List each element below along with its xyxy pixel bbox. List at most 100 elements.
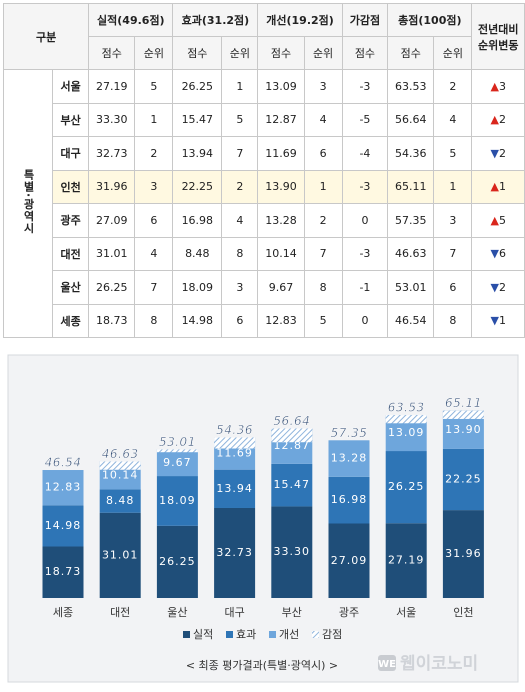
segment-label: 13.09 — [388, 426, 425, 439]
cell: 6 — [433, 270, 473, 305]
watermark: 웹이코노미 — [400, 654, 478, 674]
change-rank: 1 — [498, 180, 506, 194]
subheader-cell: 순위 — [221, 36, 259, 70]
segment-label: 26.25 — [159, 555, 196, 568]
header-row: 구분 실적(49.6점) 효과(31.2점) 개선(19.2점) 가감점 총점(100점)… — [2, 3, 525, 70]
region-name: 인천 — [51, 169, 90, 204]
cell: 26.25 — [88, 270, 136, 305]
segment-label: 18.09 — [159, 494, 196, 507]
change-cell: ▲5 — [471, 203, 525, 238]
total-label: 54.36 — [216, 423, 253, 437]
subheader-cell: 순위 — [303, 36, 343, 70]
cell: 12.87 — [257, 102, 305, 137]
bar-segment — [42, 470, 84, 506]
cell: 5 — [134, 69, 174, 104]
chart: < 최종 평가결과(특별·광역시) > WE 웹이코노미 18.73 14.98 1… — [7, 354, 519, 683]
chart-panel — [7, 354, 519, 683]
segment-label: 31.96 — [445, 547, 482, 560]
cell: 0 — [341, 203, 389, 238]
total-label: 57.35 — [331, 426, 368, 440]
cell: 4 — [433, 102, 473, 137]
header-cell: 구분 — [2, 3, 90, 70]
change-cell: ▼2 — [471, 270, 525, 305]
header-cell: 가감점 — [341, 3, 389, 37]
cell: 6 — [303, 136, 343, 171]
bar-segment — [328, 476, 370, 524]
cell: 1 — [303, 169, 343, 204]
segment-label: 12.83 — [45, 481, 82, 494]
cell: 6 — [134, 203, 174, 238]
bar-segment — [99, 512, 141, 598]
data-row: 부산 33.30 1 15.47 5 12.87 4 -5 56.64 4 ▲2 — [4, 102, 525, 137]
segment-label: 9.67 — [163, 456, 192, 469]
region-name: 대전 — [51, 236, 90, 271]
segment-label: 13.28 — [331, 452, 368, 465]
change-mark: ▲ — [490, 113, 499, 127]
cell: 14.98 — [172, 303, 223, 338]
segment-label: 27.19 — [388, 554, 425, 567]
change-mark: ▲ — [490, 180, 499, 194]
segment-label: 10.14 — [102, 468, 139, 481]
bar-segment — [271, 506, 313, 598]
cell: 11.69 — [257, 136, 305, 171]
cell: 15.47 — [172, 102, 223, 137]
region-name: 부산 — [51, 102, 90, 137]
cell: 46.63 — [387, 236, 435, 271]
group-cell: 특별·광역시 — [3, 69, 53, 338]
header-cell: 실적(49.6점) — [88, 3, 174, 37]
change-mark: ▼ — [490, 314, 499, 328]
cell: 31.96 — [88, 169, 136, 204]
region-name: 광주 — [51, 203, 90, 238]
segment-label: 26.25 — [388, 480, 425, 493]
subheader-cell: 순위 — [134, 36, 174, 70]
cell: 32.73 — [88, 136, 136, 171]
cell: -4 — [341, 136, 389, 171]
change-mark: ▼ — [490, 247, 499, 261]
bar-segment — [214, 507, 256, 598]
legend-swatch — [312, 631, 319, 638]
change-rank: 2 — [498, 146, 506, 160]
total-label: 46.63 — [102, 447, 139, 461]
deduction-segment — [99, 461, 141, 470]
cell: 26.25 — [172, 69, 223, 104]
cell: 7 — [221, 136, 259, 171]
cell: 31.01 — [88, 236, 136, 271]
cell: 2 — [134, 136, 174, 171]
cell: 7 — [303, 236, 343, 271]
subheader-cell: 점수 — [387, 36, 435, 70]
bar-segment — [99, 489, 141, 513]
header-cell: 효과(31.2점) — [172, 3, 259, 37]
cell: 6 — [221, 303, 259, 338]
segment-label: 31.01 — [102, 548, 139, 561]
bar-segment — [156, 476, 198, 526]
legend-swatch — [226, 631, 233, 638]
x-tick-label: 울산 — [167, 606, 187, 619]
cell: 63.53 — [387, 69, 435, 104]
header-line: 전년대비 — [477, 22, 519, 36]
deduction-segment — [385, 415, 427, 424]
data-row: 광주 27.09 6 16.98 4 13.28 2 0 57.35 3 ▲5 — [4, 203, 525, 238]
deduction-segment — [271, 428, 313, 443]
cell: 18.73 — [88, 303, 136, 338]
cell: 0 — [341, 303, 389, 338]
subheader-cell: 순위 — [433, 36, 473, 70]
watermark-logo: WE — [378, 659, 396, 670]
subheader-cell: 점수 — [257, 36, 305, 70]
cell: 54.36 — [387, 136, 435, 171]
cell: -3 — [341, 169, 389, 204]
change-rank: 6 — [498, 247, 506, 261]
segment-label: 12.87 — [274, 439, 311, 452]
cell: 8.48 — [172, 236, 223, 271]
bar-segment — [385, 451, 427, 524]
header-line: 순위변동 — [477, 38, 519, 52]
legend-swatch — [183, 631, 190, 638]
cell: 3 — [303, 69, 343, 104]
segment-label: 16.98 — [331, 493, 368, 506]
bar-segment — [214, 469, 256, 508]
x-tick-label: 세종 — [53, 606, 73, 619]
cell: 33.30 — [88, 102, 136, 137]
data-row: 울산 26.25 7 18.09 3 9.67 8 -1 53.01 6 ▼2 — [4, 270, 525, 305]
bar-segment — [42, 505, 84, 547]
cell: 18.09 — [172, 270, 223, 305]
